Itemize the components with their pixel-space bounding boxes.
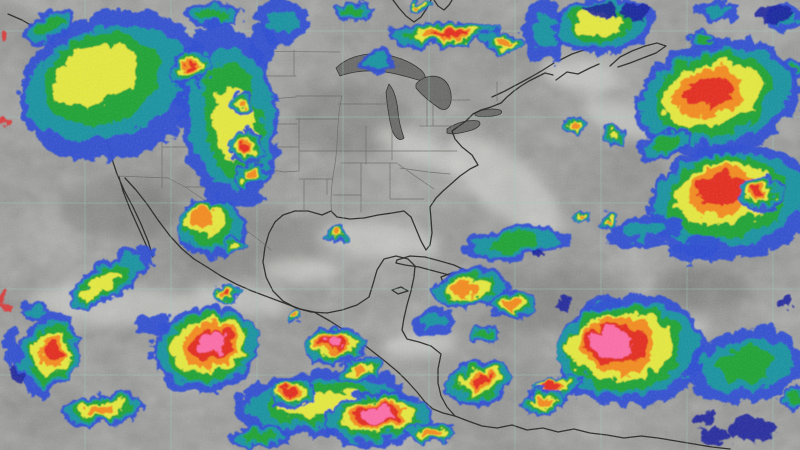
sensor-grain-overlay — [0, 0, 800, 450]
satellite-weather-map: Enhanced infrared weather-satellite imag… — [0, 0, 800, 450]
satellite-map-canvas: Enhanced infrared weather-satellite imag… — [0, 0, 800, 450]
